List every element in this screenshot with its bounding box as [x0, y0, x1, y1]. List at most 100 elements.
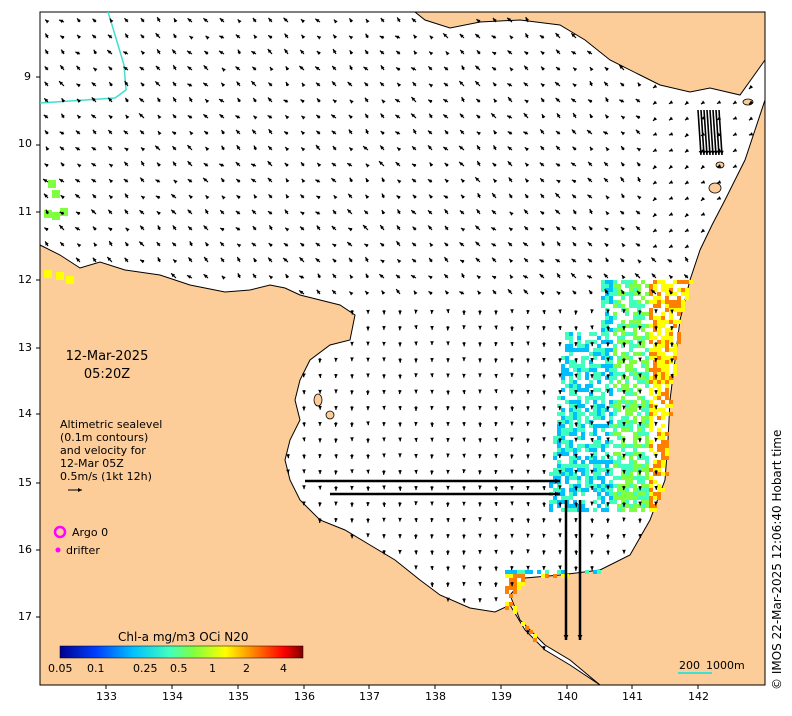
chl-pixel — [557, 436, 561, 440]
chl-pixel — [573, 488, 577, 492]
velocity-arrowhead — [541, 97, 545, 103]
velocity-arrowhead — [334, 438, 338, 443]
velocity-arrowhead — [350, 455, 354, 459]
velocity-arrowhead — [574, 534, 578, 539]
chl-pixel — [613, 288, 617, 292]
chl-pixel — [641, 428, 645, 432]
chl-pixel — [581, 500, 585, 504]
velocity-arrowhead — [510, 437, 514, 442]
velocity-arrowhead — [491, 113, 496, 118]
velocity-arrowhead — [637, 177, 642, 182]
velocity-arrowhead — [733, 148, 738, 152]
velocity-arrowhead — [204, 131, 209, 135]
chl-pixel — [657, 492, 661, 496]
velocity-arrowhead — [411, 178, 417, 183]
velocity-arrowhead — [526, 565, 530, 570]
velocity-arrowhead — [462, 581, 466, 586]
velocity-arrowhead — [283, 243, 289, 247]
velocity-arrowhead — [43, 114, 48, 119]
chl-pixel — [629, 508, 633, 512]
velocity-arrowhead — [269, 66, 274, 72]
velocity-arrowhead — [462, 311, 466, 315]
chl-pixel — [665, 328, 669, 332]
chl-pixel — [653, 284, 657, 288]
chl-pixel — [629, 476, 633, 480]
chl-pixel — [613, 384, 617, 388]
velocity-arrowhead — [619, 65, 624, 70]
chl-pixel — [621, 344, 625, 348]
velocity-arrowhead — [507, 131, 512, 136]
velocity-arrowhead — [91, 163, 96, 167]
velocity-arrowhead — [638, 438, 642, 443]
chl-pixel — [553, 472, 557, 476]
chl-pixel — [581, 388, 585, 392]
chl-pixel — [593, 400, 597, 404]
velocity-arrowhead — [61, 98, 66, 103]
chl-pixel — [565, 372, 569, 376]
velocity-arrowhead — [446, 485, 450, 490]
velocity-arrowhead — [555, 97, 560, 102]
scale-bar-label-left: 200 — [679, 659, 700, 672]
velocity-arrowhead — [172, 81, 177, 87]
chl-pixel — [597, 416, 601, 420]
velocity-arrowhead — [542, 437, 546, 442]
velocity-arrowhead — [574, 326, 578, 331]
chl-pixel — [637, 352, 641, 356]
velocity-arrowhead — [366, 533, 370, 538]
chl-pixel — [609, 416, 613, 420]
chl-pixel — [641, 328, 645, 332]
velocity-arrowhead — [622, 517, 626, 522]
velocity-arrowhead — [44, 163, 49, 168]
velocity-arrowhead — [414, 550, 418, 555]
chl-pixel — [601, 496, 605, 500]
velocity-arrowhead — [669, 275, 674, 280]
chl-pixel — [601, 324, 605, 328]
velocity-arrowhead — [509, 35, 514, 40]
chl-pixel — [561, 448, 565, 452]
chl-pixel — [593, 440, 597, 444]
chl-pixel — [649, 400, 653, 404]
velocity-arrowhead — [590, 453, 594, 458]
chl-pixel — [653, 464, 657, 468]
chl-pixel — [617, 464, 621, 468]
velocity-arrowhead — [237, 19, 242, 24]
velocity-arrowhead — [363, 225, 367, 230]
velocity-arrowhead — [685, 148, 690, 153]
chl-pixel — [633, 448, 637, 452]
chl-pixel — [661, 440, 665, 444]
velocity-arrowhead — [267, 97, 272, 102]
chl-pixel — [633, 360, 637, 364]
velocity-arrowhead — [654, 390, 658, 395]
chl-pixel — [553, 574, 557, 578]
chl-pixel — [649, 424, 653, 428]
chl-pixel — [585, 340, 589, 344]
velocity-arrowhead — [123, 179, 128, 183]
velocity-arrowhead — [75, 211, 81, 216]
chl-pixel — [561, 424, 565, 428]
chl-pixel — [625, 380, 629, 384]
chl-pixel — [573, 392, 577, 396]
velocity-arrowhead — [526, 438, 530, 443]
velocity-arrowhead — [429, 162, 434, 167]
velocity-arrowhead — [398, 453, 402, 458]
velocity-arrowhead — [380, 131, 385, 135]
y-label: 11 — [18, 205, 32, 218]
chl-pixel — [609, 484, 613, 488]
velocity-arrowhead — [555, 33, 560, 38]
velocity-arrowhead — [75, 147, 80, 151]
velocity-arrowhead — [707, 150, 712, 155]
velocity-arrowhead — [587, 51, 592, 55]
chl-pixel — [665, 448, 669, 452]
chl-pixel — [609, 288, 613, 292]
velocity-arrowhead — [459, 81, 464, 86]
velocity-arrowhead — [446, 390, 450, 395]
chl-pixel — [605, 384, 609, 388]
velocity-arrowhead — [349, 147, 354, 152]
velocity-arrowhead — [45, 33, 49, 38]
velocity-arrowhead — [558, 326, 562, 331]
velocity-arrowhead — [508, 227, 514, 232]
velocity-arrowhead — [285, 81, 290, 87]
velocity-arrowhead — [429, 242, 434, 248]
velocity-arrowhead — [670, 358, 674, 363]
velocity-arrowhead — [350, 341, 354, 346]
